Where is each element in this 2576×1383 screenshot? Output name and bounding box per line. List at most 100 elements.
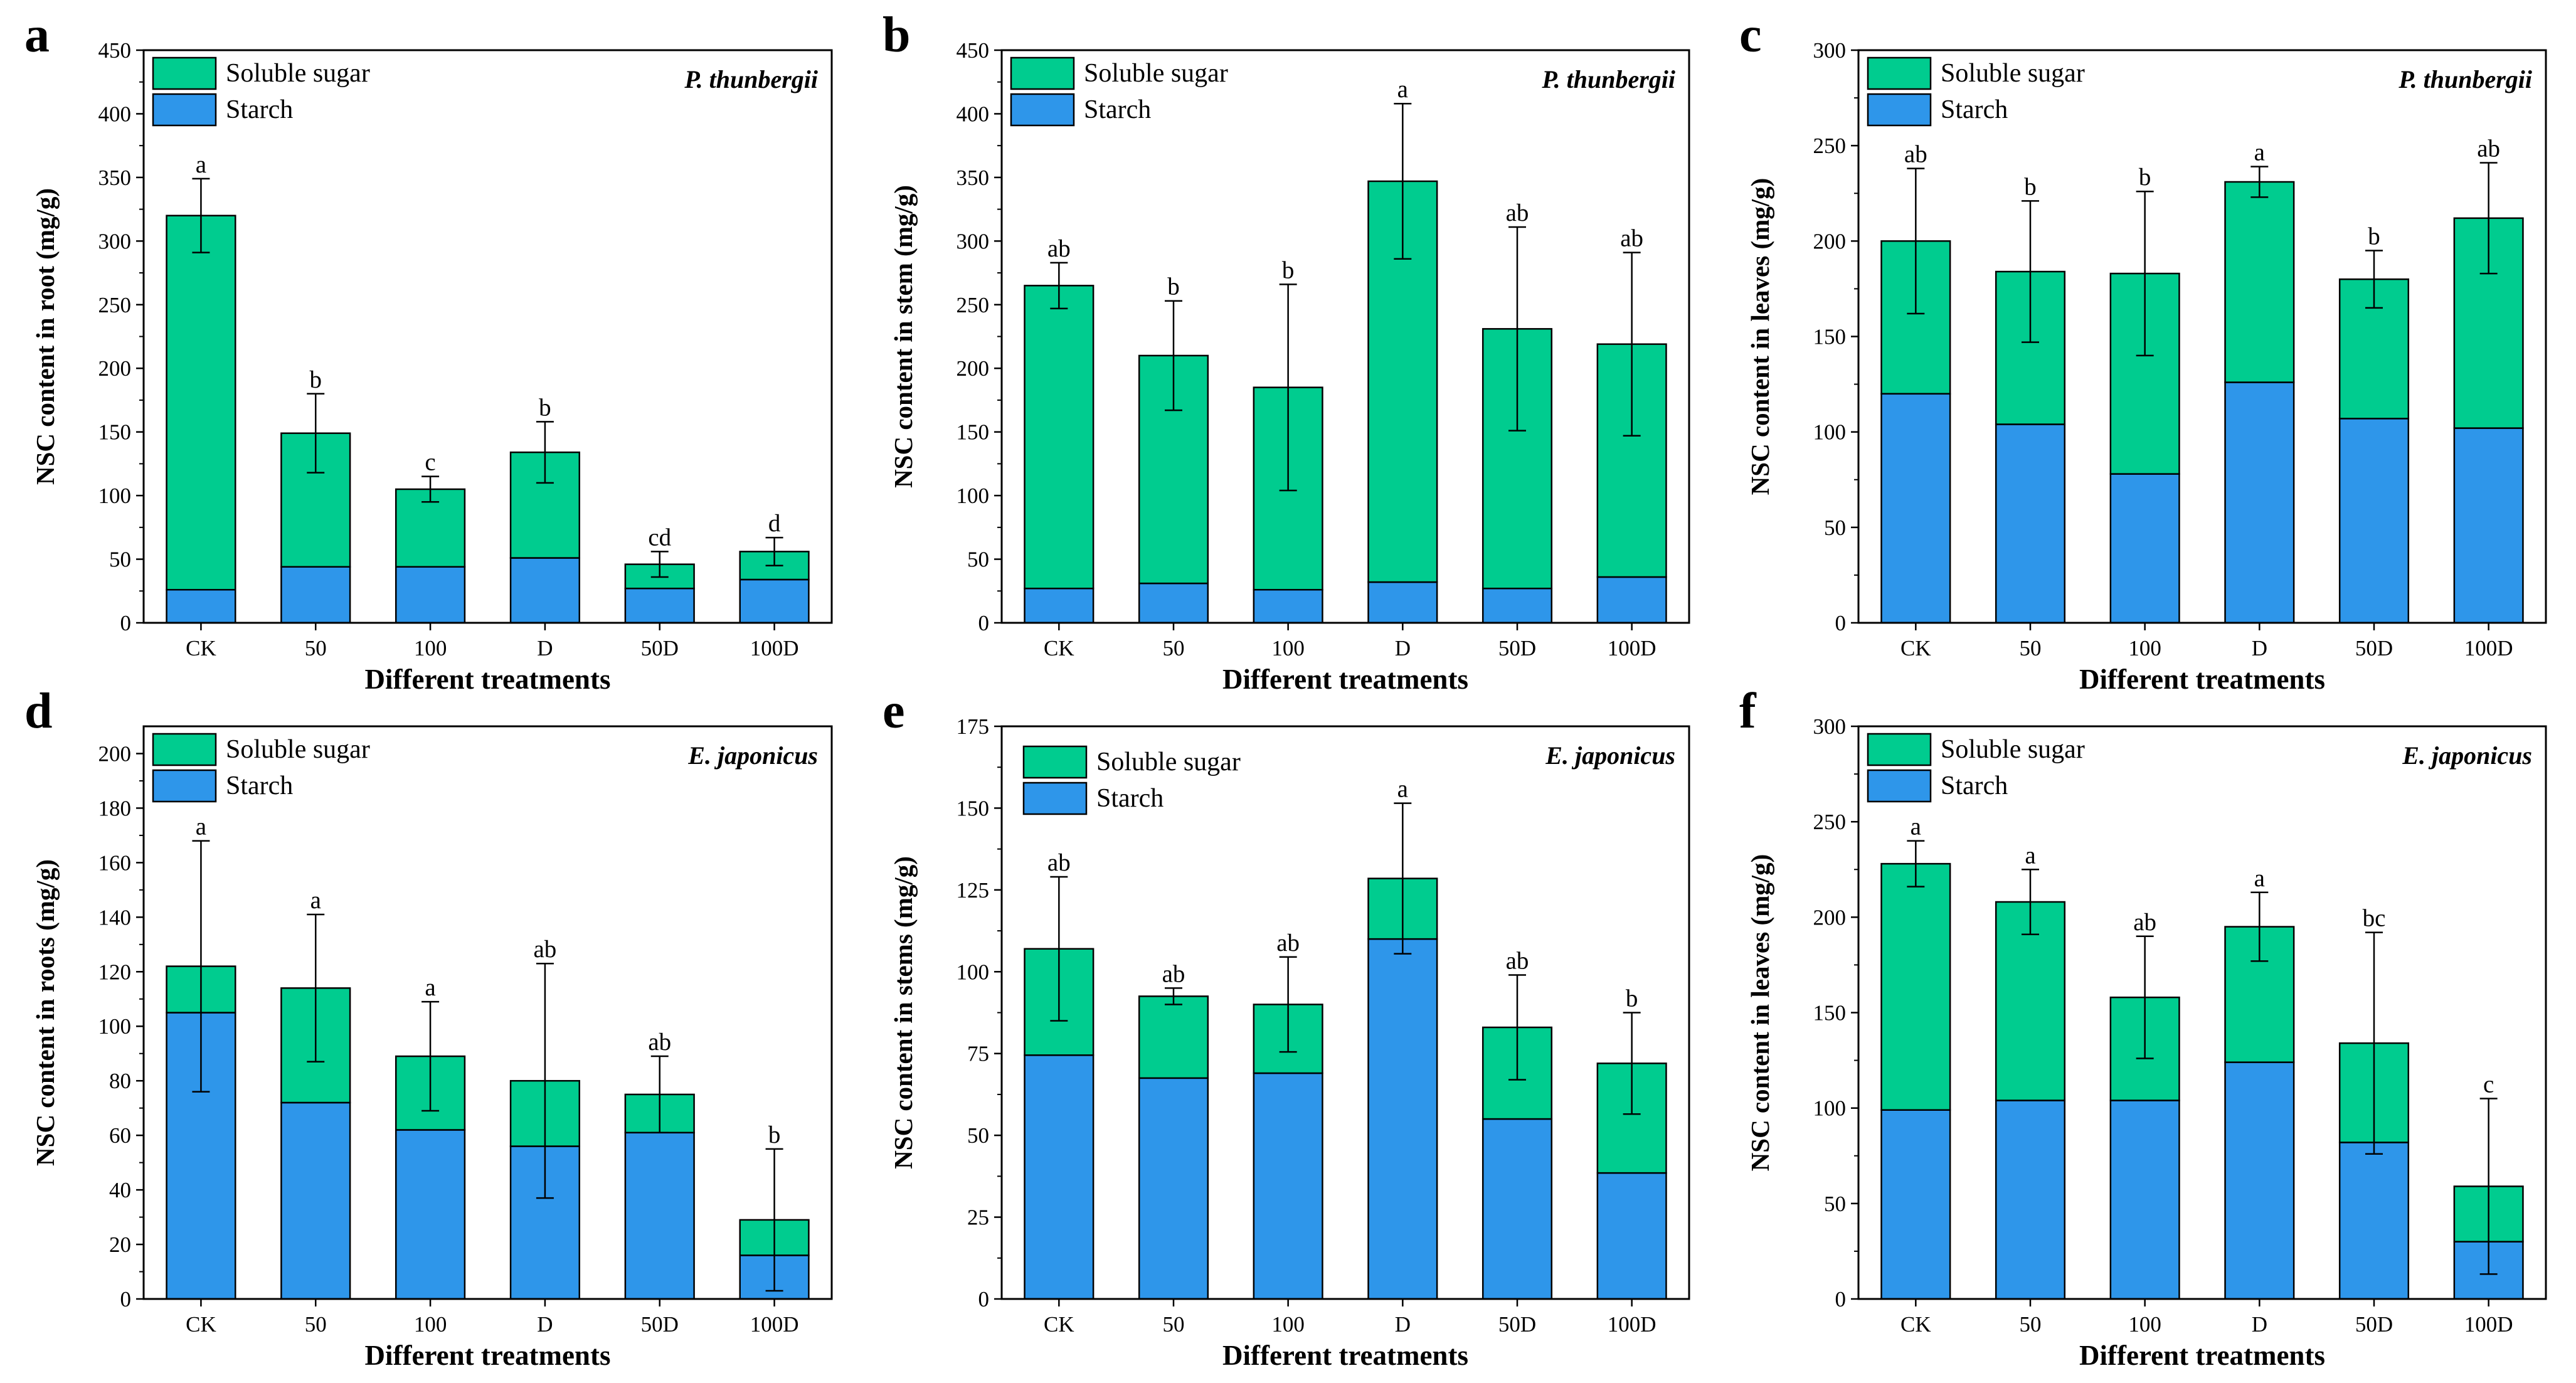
- significance-letter-100D: c: [2483, 1071, 2494, 1098]
- y-tick-label-200: 200: [98, 356, 132, 381]
- y-tick-label-300: 300: [1813, 38, 1847, 63]
- legend-swatch-soluble-sugar: [152, 56, 217, 90]
- y-tick-label-200: 200: [1813, 229, 1847, 253]
- significance-letter-CK: ab: [1047, 235, 1071, 262]
- legend-swatch-soluble-sugar: [152, 733, 217, 766]
- significance-letter-50: b: [2024, 173, 2037, 200]
- significance-letter-D: a: [1397, 776, 1408, 803]
- y-tick-label-100: 100: [957, 484, 990, 508]
- y-tick-label-60: 60: [109, 1123, 131, 1148]
- bar-starch-100D: [2453, 427, 2524, 624]
- legend-label-starch: Starch: [226, 771, 293, 800]
- bar-starch-D: [2224, 381, 2295, 624]
- y-tick-label-100: 100: [1813, 420, 1847, 445]
- bar-starch-50: [1138, 1077, 1209, 1300]
- legend: Soluble sugar Starch: [152, 733, 370, 803]
- bar-starch-50: [1138, 582, 1209, 624]
- significance-letter-50D: ab: [1506, 199, 1529, 226]
- x-tick-label-50: 50: [305, 636, 327, 660]
- legend: Soluble sugar Starch: [1867, 733, 2085, 803]
- significance-letter-100D: ab: [2477, 135, 2500, 162]
- significance-letter-50D: ab: [648, 1029, 671, 1056]
- x-tick-label-50D: 50D: [2355, 1312, 2393, 1337]
- significance-letter-100D: b: [1626, 985, 1638, 1012]
- bar-starch-CK: [1880, 393, 1951, 624]
- y-tick-label-150: 150: [1813, 325, 1847, 349]
- bar-starch-100D: [739, 578, 810, 624]
- significance-letter-50D: b: [2368, 223, 2380, 250]
- bar-starch-100: [1253, 1072, 1323, 1300]
- chart-panel-d: a CK a 50 a 100 ab Dab 50D b 100D 0 20 40 60 80 100 120 14…: [24, 684, 833, 1371]
- significance-letter-D: a: [1397, 76, 1408, 103]
- x-tick-label-100: 100: [2128, 636, 2161, 660]
- chart-panel-c: ab CK b 50 b 100 a Db 50D ab 100D 0 50 100 150 200 250 30…: [1739, 8, 2547, 695]
- legend-swatch-soluble-sugar: [1867, 56, 1932, 90]
- chart-panel-a: a CK b 50 c 100 b Dcd 50D d 100D 0 50 100 150 200 250 300…: [24, 8, 833, 695]
- legend-label-soluble-sugar: Soluble sugar: [226, 735, 370, 764]
- legend-label-starch: Starch: [1941, 95, 2008, 124]
- y-tick-label-175: 175: [957, 714, 990, 739]
- x-tick-label-50D: 50D: [2355, 636, 2393, 660]
- legend-swatch-soluble-sugar: [1010, 56, 1075, 90]
- legend-swatch-soluble-sugar: [1022, 745, 1088, 779]
- y-tick-label-300: 300: [98, 229, 132, 253]
- significance-letter-D: a: [2254, 139, 2265, 166]
- bar-starch-50: [280, 566, 351, 624]
- species-label: E. japonicus: [1545, 741, 1675, 770]
- x-tick-label-100: 100: [1271, 636, 1305, 660]
- y-tick-label-0: 0: [1835, 611, 1847, 635]
- y-tick-label-150: 150: [98, 420, 132, 445]
- bar-starch-50: [280, 1101, 351, 1300]
- x-tick-label-50: 50: [1163, 1312, 1185, 1337]
- plot-frame: [1000, 49, 1690, 624]
- bar-soluble-sugar-CK: [1024, 285, 1095, 590]
- x-tick-label-CK: CK: [186, 1312, 216, 1337]
- x-tick-label-100D: 100D: [1608, 1312, 1656, 1337]
- y-tick-label-400: 400: [98, 102, 132, 126]
- y-tick-label-0: 0: [120, 611, 132, 635]
- y-tick-label-50: 50: [967, 1123, 989, 1148]
- bar-starch-50D: [1481, 587, 1553, 624]
- y-axis-title: NSC content in stems (mg/g): [889, 856, 918, 1169]
- x-tick-label-100D: 100D: [750, 636, 799, 660]
- x-axis-title: Different treatments: [1222, 664, 1468, 695]
- y-tick-label-20: 20: [109, 1232, 131, 1257]
- plot-frame: [142, 49, 833, 624]
- species-label: P. thunbergii: [2398, 65, 2532, 93]
- x-tick-label-D: D: [2252, 636, 2267, 660]
- significance-letter-50: a: [310, 887, 321, 914]
- x-axis-title: Different treatments: [2079, 664, 2325, 695]
- bar-soluble-sugar-50: [1995, 270, 2066, 425]
- legend-label-soluble-sugar: Soluble sugar: [1941, 59, 2085, 88]
- significance-letter-100D: b: [768, 1121, 781, 1148]
- bar-starch-100: [2109, 473, 2180, 624]
- y-tick-label-250: 250: [1813, 810, 1847, 834]
- x-tick-label-D: D: [2252, 1312, 2267, 1337]
- significance-letter-100D: ab: [1620, 225, 1643, 252]
- significance-letter-100: ab: [1276, 930, 1300, 956]
- y-tick-label-300: 300: [957, 229, 990, 253]
- bar-starch-CK: [1880, 1109, 1951, 1300]
- y-tick-label-50: 50: [1824, 516, 1846, 540]
- y-tick-label-50: 50: [1824, 1192, 1846, 1216]
- y-axis-title: NSC content in root (mg/g): [31, 188, 60, 485]
- x-tick-label-100: 100: [2128, 1312, 2161, 1337]
- y-tick-label-250: 250: [98, 293, 132, 317]
- legend: Soluble sugar Starch: [1022, 745, 1241, 815]
- significance-letter-D: b: [539, 394, 551, 421]
- bar-starch-D: [509, 557, 581, 624]
- legend-label-starch: Starch: [1096, 784, 1163, 813]
- bar-starch-100: [2109, 1100, 2180, 1300]
- significance-letter-D: a: [2254, 865, 2265, 892]
- y-tick-label-150: 150: [957, 796, 990, 820]
- legend-label-soluble-sugar: Soluble sugar: [1941, 735, 2085, 764]
- significance-letter-D: ab: [534, 936, 557, 963]
- x-tick-label-50D: 50D: [641, 636, 679, 660]
- panel-letter: b: [883, 8, 911, 63]
- bar-starch-100: [1253, 588, 1323, 624]
- y-tick-label-0: 0: [1835, 1287, 1847, 1311]
- y-tick-label-0: 0: [978, 611, 990, 635]
- x-axis-title: Different treatments: [365, 664, 611, 695]
- legend-label-starch: Starch: [1941, 771, 2008, 800]
